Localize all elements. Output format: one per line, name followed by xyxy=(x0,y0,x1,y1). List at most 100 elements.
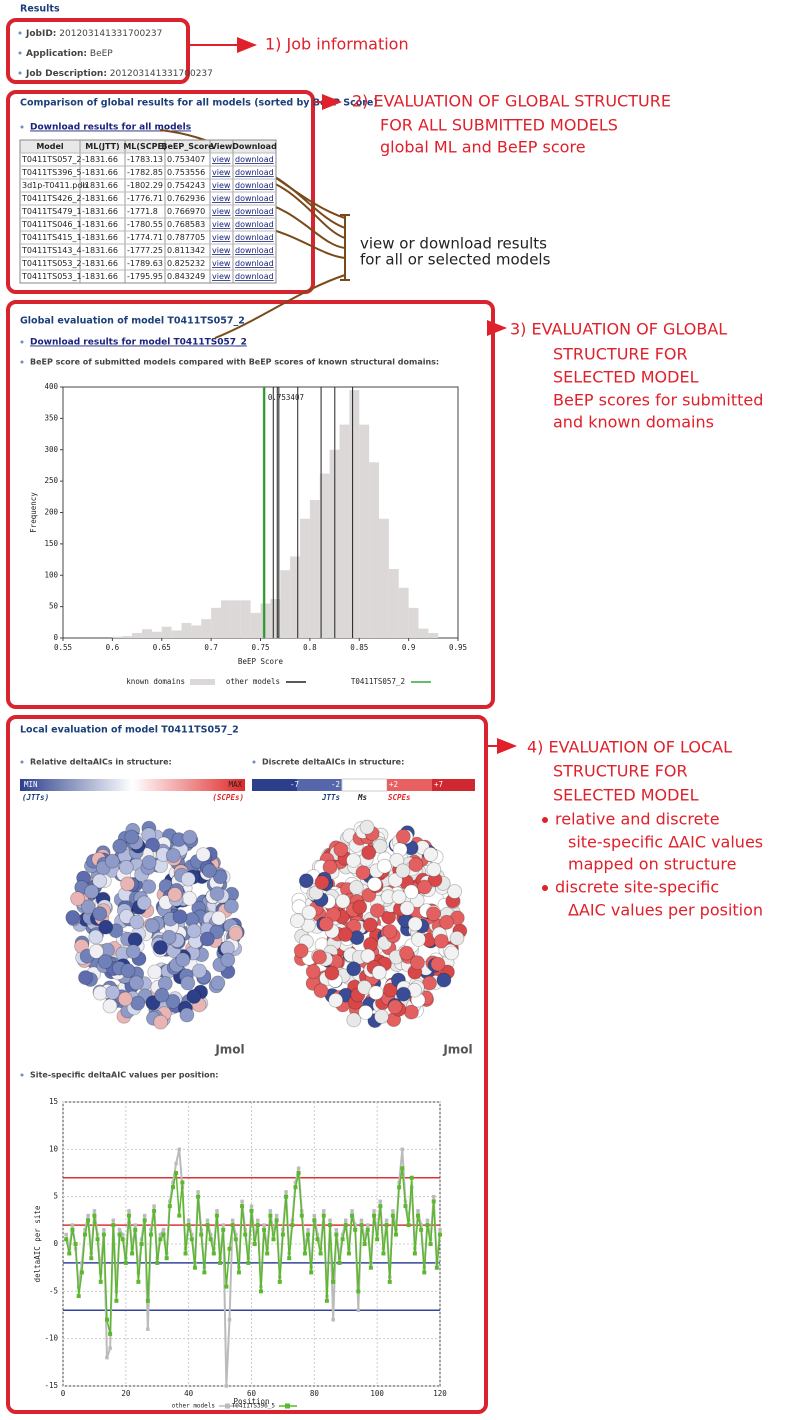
point xyxy=(208,1237,213,1242)
point xyxy=(359,1218,364,1223)
table-cell: 0.811342 xyxy=(167,246,205,255)
table-link[interactable]: download xyxy=(235,259,274,268)
atom xyxy=(430,956,446,972)
histogram-bar xyxy=(230,600,241,638)
point xyxy=(400,1147,405,1152)
atom xyxy=(172,909,188,924)
point xyxy=(372,1209,376,1213)
point xyxy=(215,1209,219,1213)
point xyxy=(205,1218,210,1223)
point xyxy=(419,1227,424,1232)
point xyxy=(211,1251,216,1256)
point xyxy=(152,1208,157,1213)
table-link[interactable]: download xyxy=(235,272,274,281)
point xyxy=(318,1251,323,1256)
atom xyxy=(360,948,376,964)
y-axis-title: deltaAIC per site xyxy=(33,1205,42,1282)
table-link[interactable]: download xyxy=(235,155,274,164)
atom xyxy=(165,848,181,863)
table-link[interactable]: view xyxy=(212,155,231,164)
point xyxy=(255,1223,260,1228)
table-cell: 0.825232 xyxy=(167,259,205,268)
point xyxy=(384,1223,389,1228)
atom xyxy=(88,929,104,945)
download-link[interactable]: Download results for all models xyxy=(30,123,191,133)
table-cell: -1831.66 xyxy=(82,194,118,203)
histogram-bar xyxy=(379,518,389,638)
table-link[interactable]: download xyxy=(235,220,274,229)
table-link[interactable]: download xyxy=(235,207,274,216)
atom xyxy=(403,884,419,900)
table-link[interactable]: view xyxy=(212,233,231,242)
structure-view[interactable] xyxy=(65,820,245,1030)
atom xyxy=(141,855,157,870)
histogram-bar xyxy=(290,556,300,638)
table-link[interactable]: download xyxy=(235,233,274,242)
atom xyxy=(449,930,465,946)
point xyxy=(86,1218,91,1223)
point xyxy=(431,1199,436,1204)
point xyxy=(431,1194,436,1199)
table-cell: 3d1p-T0411.pdb xyxy=(22,181,88,190)
atom xyxy=(346,853,361,868)
point xyxy=(208,1232,213,1237)
histogram-bar xyxy=(142,629,152,638)
atom xyxy=(78,970,93,985)
histogram-bar xyxy=(171,630,182,638)
y-tick-label: 5 xyxy=(53,1192,58,1201)
point xyxy=(202,1270,207,1275)
point xyxy=(161,1232,166,1237)
table-link[interactable]: view xyxy=(212,168,231,177)
atom xyxy=(387,999,403,1015)
atom xyxy=(439,914,455,930)
point xyxy=(89,1256,94,1261)
table-link[interactable]: download xyxy=(235,181,274,190)
table-link[interactable]: view xyxy=(212,272,231,281)
table-link[interactable]: view xyxy=(212,246,231,255)
table-link[interactable]: view xyxy=(212,220,231,229)
x-tick-label: 0.75 xyxy=(251,643,269,652)
atom xyxy=(359,819,375,835)
table-cell: -1831.66 xyxy=(82,220,118,229)
point xyxy=(268,1213,273,1218)
point xyxy=(234,1232,238,1237)
x-tick-label: 0 xyxy=(61,1389,66,1398)
point xyxy=(403,1204,408,1209)
bullet xyxy=(18,51,22,55)
table-link[interactable]: view xyxy=(212,207,231,216)
table-link[interactable]: view xyxy=(212,181,231,190)
connector xyxy=(159,129,350,339)
atom xyxy=(105,985,121,1000)
table-link[interactable]: download xyxy=(235,194,274,203)
atom xyxy=(293,943,309,959)
atom xyxy=(180,975,196,991)
point xyxy=(102,1228,106,1232)
atom xyxy=(391,889,407,905)
download-link[interactable]: Download results for model T0411TS057_2 xyxy=(30,338,247,348)
table-link[interactable]: view xyxy=(212,194,231,203)
point xyxy=(158,1232,163,1237)
point xyxy=(189,1237,194,1242)
point xyxy=(271,1237,276,1242)
table-cell: 0.754243 xyxy=(167,181,205,190)
atom xyxy=(223,898,239,914)
atom xyxy=(92,985,108,1001)
y-tick-label: 0 xyxy=(53,1239,58,1248)
structure-view[interactable] xyxy=(289,819,468,1028)
annotation: FOR ALL SUBMITTED MODELS xyxy=(380,116,618,135)
atom xyxy=(371,965,387,980)
field-label: Application: xyxy=(26,49,87,59)
x-tick-label: 80 xyxy=(310,1389,320,1398)
point xyxy=(161,1228,166,1232)
caption: Relative deltaAICs in structure: xyxy=(30,758,172,767)
point xyxy=(290,1223,295,1228)
table-link[interactable]: view xyxy=(212,259,231,268)
point xyxy=(356,1308,361,1313)
x-tick-label: 0.9 xyxy=(402,643,416,652)
atom xyxy=(395,829,411,844)
histogram-bar xyxy=(319,473,330,638)
table-cell: 0.762936 xyxy=(167,194,205,203)
table-link[interactable]: download xyxy=(235,168,274,177)
table-link[interactable]: download xyxy=(235,246,274,255)
scale-label: SCPEs xyxy=(388,793,411,802)
